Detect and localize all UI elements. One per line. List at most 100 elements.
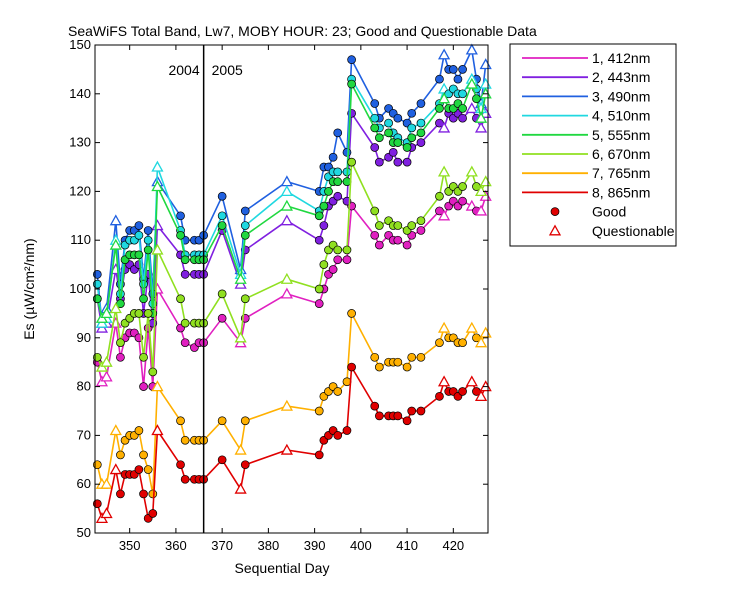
legend-entry: 2, 443nm	[592, 69, 650, 85]
good-point	[416, 99, 426, 108]
questionable-point	[280, 443, 293, 455]
good-point	[370, 123, 380, 133]
good-point	[116, 489, 125, 499]
legend-questionable-marker	[548, 224, 562, 236]
good-point	[384, 118, 393, 128]
good-point	[333, 255, 343, 265]
legend-entry: 5, 555nm	[592, 127, 650, 143]
good-point	[314, 211, 324, 221]
chart-title: SeaWiFS Total Band, Lw7, MOBY HOUR: 23; …	[68, 23, 537, 39]
good-point	[370, 230, 380, 240]
year-divider: 2004 2005	[168, 45, 243, 533]
good-point	[347, 309, 356, 318]
good-point	[217, 211, 227, 221]
y-tick-label: 80	[77, 379, 91, 394]
questionable-point	[151, 424, 164, 436]
good-point	[402, 143, 412, 152]
good-point	[180, 435, 190, 445]
questionable-point	[437, 92, 451, 104]
legend: 1, 412nm 2, 443nm 3, 490nm 4, 510nm 5, 555nm…	[509, 43, 677, 247]
questionable-point	[109, 463, 122, 475]
questionable-point	[151, 160, 164, 172]
good-point	[458, 338, 467, 348]
x-tick-label: 370	[211, 538, 233, 553]
good-point	[217, 221, 227, 230]
good-point	[435, 191, 444, 201]
good-point	[176, 460, 185, 470]
questionable-point	[474, 121, 488, 133]
legend-entry: Good	[592, 204, 626, 220]
good-point	[370, 206, 380, 216]
good-point	[139, 352, 148, 362]
good-point	[342, 426, 352, 435]
good-point	[176, 416, 185, 426]
good-point	[435, 392, 444, 401]
questionable-point	[437, 48, 451, 60]
good-point	[240, 294, 250, 304]
good-point	[143, 226, 153, 235]
good-point	[333, 167, 343, 177]
good-point	[370, 143, 380, 152]
good-point	[328, 152, 338, 162]
questionable-point	[437, 209, 451, 221]
questionable-point	[280, 399, 293, 411]
good-point	[180, 318, 190, 328]
good-point	[402, 362, 412, 372]
legend-good-marker	[550, 207, 560, 216]
good-point	[139, 279, 148, 289]
good-point	[143, 465, 153, 474]
good-point	[319, 260, 329, 269]
series-7	[92, 309, 492, 499]
good-point	[333, 431, 343, 440]
good-point	[374, 362, 384, 372]
good-point	[314, 299, 324, 308]
good-point	[458, 196, 467, 206]
axes: 350 360 370 380 390 400 410 420 50 60 70 80 90 100 110…	[69, 37, 489, 553]
questionable-point	[109, 214, 122, 226]
good-point	[319, 221, 329, 230]
good-point	[347, 55, 356, 64]
good-point	[139, 450, 148, 460]
good-point	[374, 157, 384, 167]
good-point	[407, 123, 417, 133]
questionable-point	[437, 165, 451, 177]
questionable-point	[465, 77, 478, 89]
questionable-point	[280, 272, 293, 284]
good-point	[393, 157, 403, 167]
good-point	[333, 191, 343, 201]
good-point	[374, 133, 384, 143]
good-point	[453, 74, 463, 84]
good-point	[116, 450, 125, 460]
good-point	[240, 221, 250, 230]
y-tick-label: 60	[77, 476, 91, 491]
year-label-2004: 2004	[168, 62, 199, 78]
good-point	[407, 352, 417, 362]
good-point	[402, 416, 412, 426]
year-label-2005: 2005	[212, 62, 243, 78]
y-tick-label: 90	[77, 330, 91, 345]
good-point	[143, 245, 153, 255]
questionable-point	[465, 102, 478, 114]
y-axis-label: Es (µW/cm²/nm)	[21, 238, 37, 339]
good-point	[342, 245, 352, 255]
good-point	[374, 221, 384, 230]
good-point	[240, 460, 250, 470]
legend-entry: 7, 765nm	[592, 165, 650, 181]
questionable-point	[280, 214, 293, 226]
good-point	[407, 406, 417, 416]
good-point	[347, 79, 356, 89]
x-tick-label: 400	[350, 538, 372, 553]
good-point	[458, 182, 467, 191]
good-point	[458, 89, 467, 99]
good-point	[458, 387, 467, 396]
y-tick-label: 70	[77, 427, 91, 442]
good-point	[388, 148, 398, 157]
good-point	[435, 338, 444, 348]
good-point	[458, 65, 467, 74]
good-point	[416, 226, 426, 235]
good-point	[139, 382, 148, 391]
good-point	[148, 318, 158, 328]
good-point	[384, 128, 393, 138]
questionable-point	[100, 507, 113, 519]
good-point	[143, 235, 153, 245]
